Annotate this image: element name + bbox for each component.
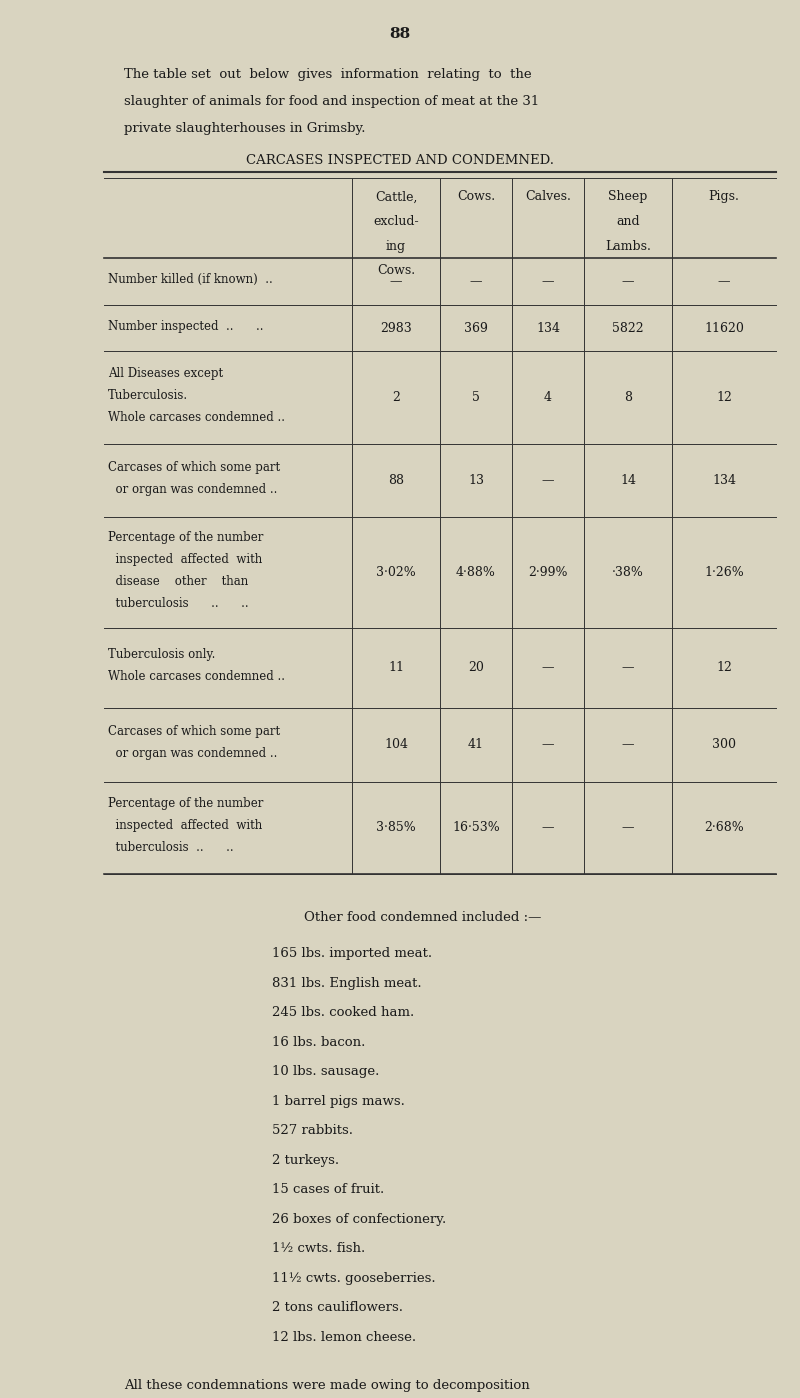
Text: —: —	[542, 275, 554, 288]
Text: or organ was condemned ..: or organ was condemned ..	[108, 482, 278, 496]
Text: 20: 20	[468, 661, 484, 674]
Text: 16 lbs. bacon.: 16 lbs. bacon.	[272, 1036, 366, 1048]
Text: inspected  affected  with: inspected affected with	[108, 554, 262, 566]
Text: Carcases of which some part: Carcases of which some part	[108, 726, 280, 738]
Text: —: —	[542, 474, 554, 487]
Text: Tuberculosis only.: Tuberculosis only.	[108, 649, 215, 661]
Text: Calves.: Calves.	[525, 190, 571, 204]
Text: 4·88%: 4·88%	[456, 566, 496, 579]
Text: —: —	[622, 661, 634, 674]
Text: Cows.: Cows.	[377, 264, 415, 277]
Text: 3·02%: 3·02%	[376, 566, 416, 579]
Text: 134: 134	[712, 474, 736, 487]
Text: 3·85%: 3·85%	[376, 821, 416, 835]
Text: 1 barrel pigs maws.: 1 barrel pigs maws.	[272, 1095, 405, 1109]
Text: 369: 369	[464, 322, 488, 334]
Text: —: —	[622, 738, 634, 751]
Text: Number inspected  ..      ..: Number inspected .. ..	[108, 320, 263, 333]
Text: 2983: 2983	[380, 322, 412, 334]
Text: 11620: 11620	[704, 322, 744, 334]
Text: —: —	[542, 661, 554, 674]
Text: Carcases of which some part: Carcases of which some part	[108, 461, 280, 474]
Text: All Diseases except: All Diseases except	[108, 366, 223, 380]
Text: 104: 104	[384, 738, 408, 751]
Text: 2·99%: 2·99%	[528, 566, 568, 579]
Text: Tuberculosis.: Tuberculosis.	[108, 389, 188, 403]
Text: 5: 5	[472, 391, 480, 404]
Text: 8: 8	[624, 391, 632, 404]
Text: All these condemnations were made owing to decomposition: All these condemnations were made owing …	[124, 1378, 530, 1392]
Text: 41: 41	[468, 738, 484, 751]
Text: 88: 88	[390, 27, 410, 41]
Text: tuberculosis      ..      ..: tuberculosis .. ..	[108, 597, 249, 611]
Text: —: —	[542, 821, 554, 835]
Text: Cattle,: Cattle,	[375, 190, 417, 204]
Text: Sheep: Sheep	[608, 190, 648, 204]
Text: Whole carcases condemned ..: Whole carcases condemned ..	[108, 411, 285, 424]
Text: Lambs.: Lambs.	[605, 239, 651, 253]
Text: slaughter of animals for food and inspection of meat at the 31: slaughter of animals for food and inspec…	[124, 95, 539, 108]
Text: —: —	[470, 275, 482, 288]
Text: 88: 88	[388, 474, 404, 487]
Text: Whole carcases condemned ..: Whole carcases condemned ..	[108, 671, 285, 684]
Text: 15 cases of fruit.: 15 cases of fruit.	[272, 1184, 384, 1197]
Text: 2: 2	[392, 391, 400, 404]
Text: The table set  out  below  gives  information  relating  to  the: The table set out below gives informatio…	[124, 67, 532, 81]
Text: private slaughterhouses in Grimsby.: private slaughterhouses in Grimsby.	[124, 122, 366, 134]
Text: 831 lbs. English meat.: 831 lbs. English meat.	[272, 977, 422, 990]
Text: —: —	[718, 275, 730, 288]
Text: —: —	[622, 821, 634, 835]
Text: 4: 4	[544, 391, 552, 404]
Text: 1·26%: 1·26%	[704, 566, 744, 579]
Text: 527 rabbits.: 527 rabbits.	[272, 1124, 353, 1138]
Text: —: —	[542, 738, 554, 751]
Text: Cows.: Cows.	[457, 190, 495, 204]
Text: 10 lbs. sausage.: 10 lbs. sausage.	[272, 1065, 379, 1078]
Text: 300: 300	[712, 738, 736, 751]
Text: Number killed (if known)  ..: Number killed (if known) ..	[108, 273, 273, 285]
Text: Other food condemned included :—: Other food condemned included :—	[304, 910, 542, 924]
Text: 12: 12	[716, 391, 732, 404]
Text: and: and	[616, 215, 640, 228]
Text: 12 lbs. lemon cheese.: 12 lbs. lemon cheese.	[272, 1331, 416, 1343]
Text: —: —	[390, 275, 402, 288]
Text: inspected  affected  with: inspected affected with	[108, 819, 262, 832]
Text: 26 boxes of confectionery.: 26 boxes of confectionery.	[272, 1213, 446, 1226]
Text: Percentage of the number: Percentage of the number	[108, 531, 263, 544]
Text: 2 tons cauliflowers.: 2 tons cauliflowers.	[272, 1302, 403, 1314]
Text: 2·68%: 2·68%	[704, 821, 744, 835]
Text: tuberculosis  ..      ..: tuberculosis .. ..	[108, 842, 234, 854]
Text: 11: 11	[388, 661, 404, 674]
Text: 14: 14	[620, 474, 636, 487]
Text: 12: 12	[716, 661, 732, 674]
Text: 245 lbs. cooked ham.: 245 lbs. cooked ham.	[272, 1007, 414, 1019]
Text: exclud-: exclud-	[373, 215, 419, 228]
Text: or organ was condemned ..: or organ was condemned ..	[108, 747, 278, 761]
Text: 11½ cwts. gooseberries.: 11½ cwts. gooseberries.	[272, 1272, 436, 1285]
Text: disease    other    than: disease other than	[108, 575, 248, 589]
Text: Pigs.: Pigs.	[709, 190, 739, 204]
Text: Percentage of the number: Percentage of the number	[108, 797, 263, 809]
Text: 1½ cwts. fish.: 1½ cwts. fish.	[272, 1243, 366, 1255]
Text: CARCASES INSPECTED AND CONDEMNED.: CARCASES INSPECTED AND CONDEMNED.	[246, 154, 554, 166]
Text: 13: 13	[468, 474, 484, 487]
Text: 165 lbs. imported meat.: 165 lbs. imported meat.	[272, 948, 432, 960]
Text: 16·53%: 16·53%	[452, 821, 500, 835]
Text: ·38%: ·38%	[612, 566, 644, 579]
Text: ing: ing	[386, 239, 406, 253]
Text: —: —	[622, 275, 634, 288]
Text: 2 turkeys.: 2 turkeys.	[272, 1153, 339, 1167]
Text: 5822: 5822	[612, 322, 644, 334]
Text: 134: 134	[536, 322, 560, 334]
